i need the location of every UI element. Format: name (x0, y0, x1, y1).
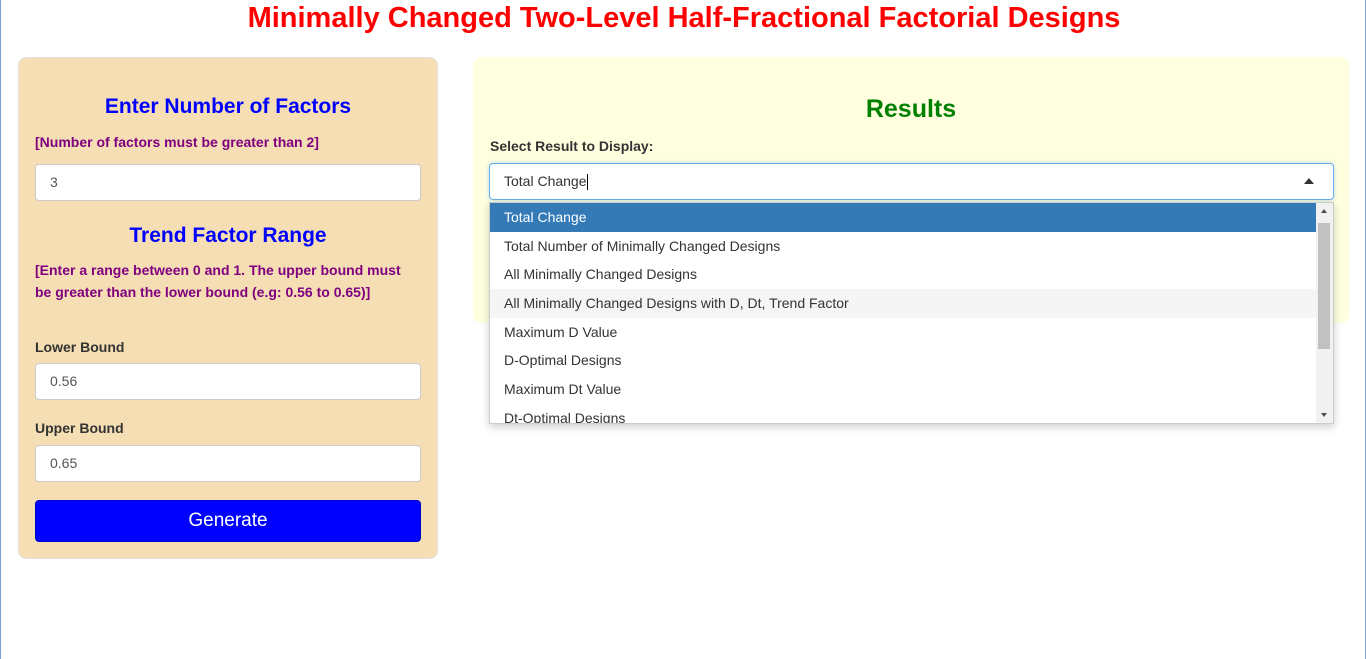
upper-bound-input[interactable]: 0.65 (35, 445, 421, 482)
result-select[interactable]: Total Change (489, 163, 1334, 200)
factors-note: [Number of factors must be greater than … (35, 134, 319, 150)
trend-heading: Trend Factor Range (129, 224, 327, 247)
factors-input[interactable]: 3 (35, 164, 421, 201)
option-d-optimal[interactable]: D-Optimal Designs (504, 352, 622, 369)
page-title: Minimally Changed Two-Level Half-Fractio… (247, 2, 1121, 34)
results-heading: Results (865, 95, 957, 123)
option-all-designs[interactable]: All Minimally Changed Designs (504, 266, 697, 283)
input-panel: Enter Number of Factors [Number of facto… (18, 57, 438, 559)
option-maximum-d[interactable]: Maximum D Value (504, 323, 618, 340)
factors-heading: Enter Number of Factors (104, 95, 352, 118)
result-dropdown-menu: Total Change Total Number of Minimally C… (489, 202, 1334, 424)
generate-button[interactable]: Generate (35, 500, 421, 542)
option-all-designs-d-dt-trend[interactable]: All Minimally Changed Designs with D, Dt… (490, 289, 1316, 318)
option-dt-optimal[interactable]: Dt-Optimal Designs (504, 409, 626, 424)
select-result-label: Select Result to Display: (490, 138, 654, 154)
dropdown-scrollbar[interactable] (1316, 203, 1333, 423)
option-maximum-dt[interactable]: Maximum Dt Value (504, 381, 622, 398)
scroll-up-arrow-icon[interactable] (1321, 209, 1327, 213)
scroll-down-arrow-icon[interactable] (1321, 413, 1327, 417)
lower-bound-label: Lower Bound (35, 339, 125, 355)
option-total-number-designs[interactable]: Total Number of Minimally Changed Design… (504, 237, 781, 254)
lower-bound-input[interactable]: 0.56 (35, 363, 421, 400)
trend-note: [Enter a range between 0 and 1. The uppe… (35, 262, 401, 300)
scrollbar-thumb[interactable] (1318, 223, 1330, 349)
caret-up-icon[interactable] (1304, 178, 1314, 184)
option-total-change[interactable]: Total Change (490, 203, 1316, 232)
text-cursor (586, 174, 588, 191)
selected-value: Total Change (504, 173, 587, 189)
upper-bound-label: Upper Bound (35, 420, 124, 436)
